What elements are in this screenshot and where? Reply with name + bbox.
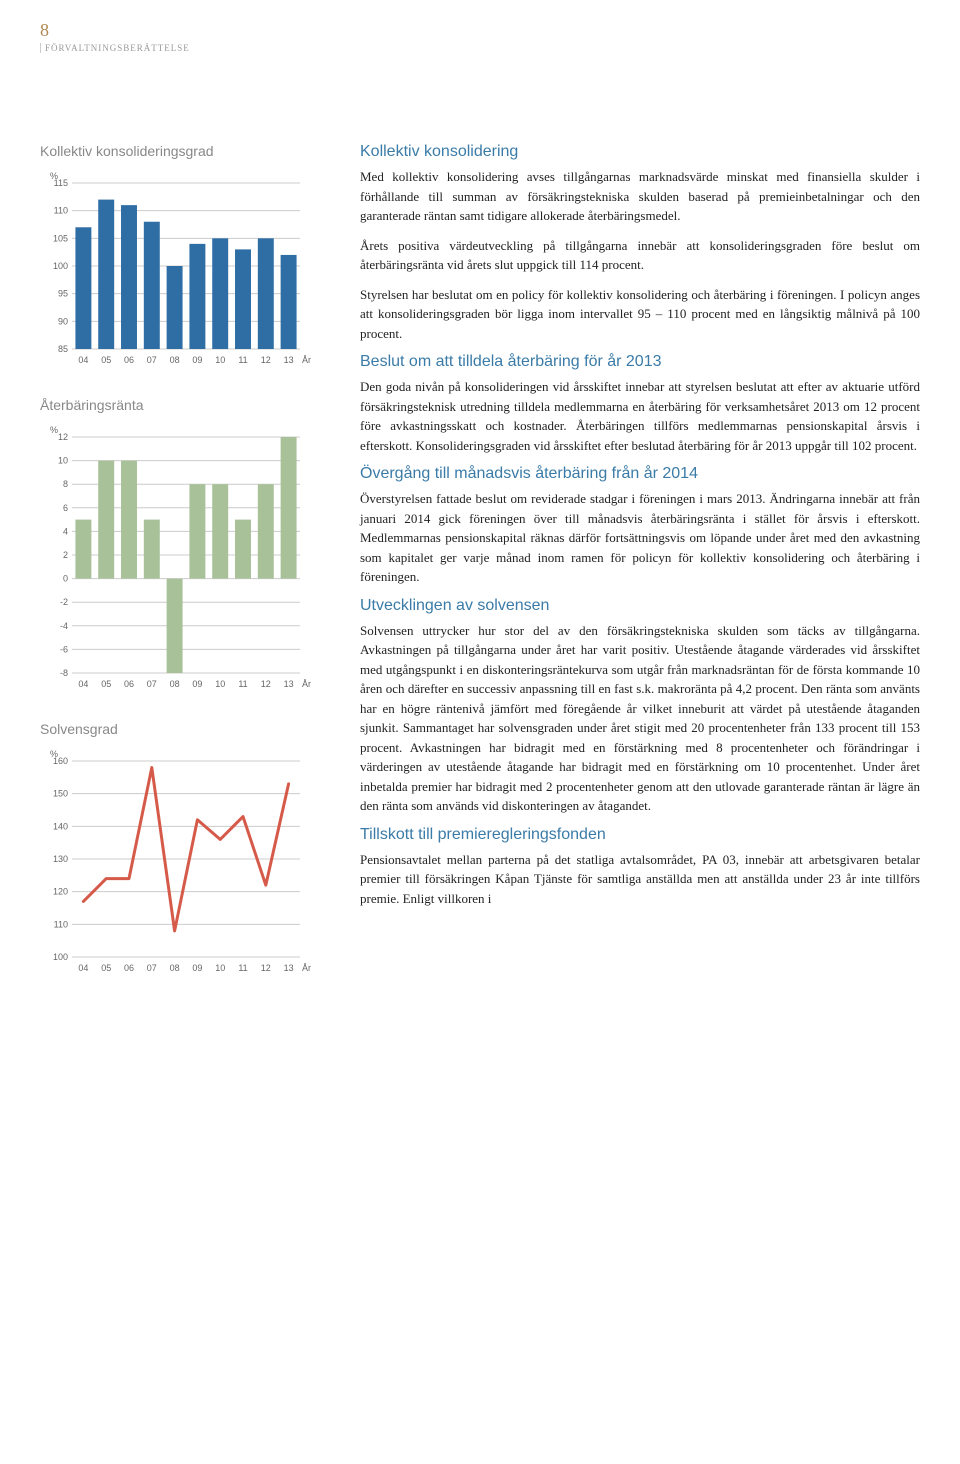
page-header: 8 FÖRVALTNINGSBERÄTTELSE [0,0,960,53]
chart3-title: Solvensgrad [40,721,340,737]
svg-text:12: 12 [261,963,271,973]
section-heading: Tillskott till premieregleringsfonden [360,826,920,844]
svg-text:130: 130 [53,854,68,864]
svg-text:115: 115 [54,178,68,188]
chart2-svg: % -8 -6 -4 -2 0 2 4 6 8 10 12 04 05 06 07 08 09 10 11 12 13 År [40,421,320,691]
svg-text:07: 07 [147,355,157,365]
svg-text:140: 140 [53,821,68,831]
svg-text:06: 06 [124,679,134,689]
svg-text:09: 09 [192,679,202,689]
section-heading: Övergång till månadsvis återbäring från … [360,465,920,483]
chart3-svg: %100110120130140150160040506070809101112… [40,745,320,975]
svg-text:År: År [302,355,311,365]
svg-text:0: 0 [63,574,68,584]
svg-text:04: 04 [78,963,88,973]
svg-text:12: 12 [261,355,271,365]
paragraph: Årets positiva värdeutveckling på tillgå… [360,236,920,275]
paragraph: Pensionsavtalet mellan parterna på det s… [360,850,920,909]
svg-text:10: 10 [215,679,225,689]
svg-text:-2: -2 [60,597,68,607]
svg-text:11: 11 [238,679,247,689]
svg-text:2: 2 [63,550,68,560]
svg-text:07: 07 [147,679,157,689]
svg-text:07: 07 [147,963,157,973]
text-column: Kollektiv konsolidering Med kollektiv kon… [360,83,920,1005]
svg-text:13: 13 [284,355,294,365]
svg-text:100: 100 [53,261,68,271]
svg-text:160: 160 [53,756,68,766]
charts-column: Kollektiv konsolideringsgrad %8590951001… [40,83,340,1005]
svg-text:100: 100 [53,952,68,962]
svg-text:12: 12 [58,432,68,442]
svg-text:%: % [50,425,58,435]
svg-text:90: 90 [58,316,68,326]
svg-text:85: 85 [58,344,68,354]
svg-text:År: År [302,963,311,973]
svg-text:11: 11 [238,963,247,973]
svg-text:13: 13 [284,679,294,689]
svg-text:10: 10 [215,963,225,973]
section-label: FÖRVALTNINGSBERÄTTELSE [40,43,920,53]
section-heading: Beslut om att tilldela återbäring för år… [360,353,920,371]
svg-text:-4: -4 [60,621,68,631]
svg-text:120: 120 [53,887,68,897]
svg-text:08: 08 [170,679,180,689]
svg-text:110: 110 [54,919,68,929]
svg-text:150: 150 [53,789,68,799]
paragraph: Med kollektiv konsolidering avses tillgå… [360,167,920,226]
svg-text:09: 09 [192,355,202,365]
svg-text:6: 6 [63,503,68,513]
svg-text:05: 05 [101,963,111,973]
paragraph: Överstyrelsen fattade beslut om revidera… [360,489,920,587]
chart-solvensgrad: Solvensgrad %100110120130140150160040506… [40,721,340,975]
svg-text:08: 08 [170,963,180,973]
svg-text:8: 8 [63,479,68,489]
paragraph: Styrelsen har beslutat om en policy för … [360,285,920,344]
svg-text:År: År [302,679,311,689]
svg-text:06: 06 [124,355,134,365]
svg-text:10: 10 [58,456,68,466]
svg-text:04: 04 [78,679,88,689]
svg-text:4: 4 [63,526,68,536]
page-content: Kollektiv konsolideringsgrad %8590951001… [0,53,960,1045]
svg-text:-6: -6 [60,644,68,654]
svg-text:08: 08 [170,355,180,365]
svg-text:09: 09 [192,963,202,973]
section-heading: Kollektiv konsolidering [360,143,920,161]
section-heading: Utvecklingen av solvensen [360,597,920,615]
svg-text:12: 12 [261,679,271,689]
chart-aterbaringsranta: Återbäringsränta % -8 -6 -4 -2 0 2 4 6 8 10 12 04 05 0… [40,397,340,691]
svg-text:06: 06 [124,963,134,973]
svg-text:-8: -8 [60,668,68,678]
paragraph: Solvensen uttrycker hur stor del av den … [360,621,920,816]
chart-konsolideringsgrad: Kollektiv konsolideringsgrad %8590951001… [40,143,340,367]
svg-text:05: 05 [101,355,111,365]
svg-text:13: 13 [284,963,294,973]
paragraph: Den goda nivån på konsolideringen vid år… [360,377,920,455]
svg-text:105: 105 [53,233,68,243]
svg-text:05: 05 [101,679,111,689]
svg-text:10: 10 [215,355,225,365]
chart1-title: Kollektiv konsolideringsgrad [40,143,340,159]
chart2-title: Återbäringsränta [40,397,340,413]
svg-text:04: 04 [78,355,88,365]
svg-text:110: 110 [54,206,68,216]
svg-text:11: 11 [238,355,247,365]
chart1-svg: %85909510010511011504050607080910111213Å… [40,167,320,367]
page-number: 8 [40,20,920,41]
svg-text:95: 95 [58,289,68,299]
